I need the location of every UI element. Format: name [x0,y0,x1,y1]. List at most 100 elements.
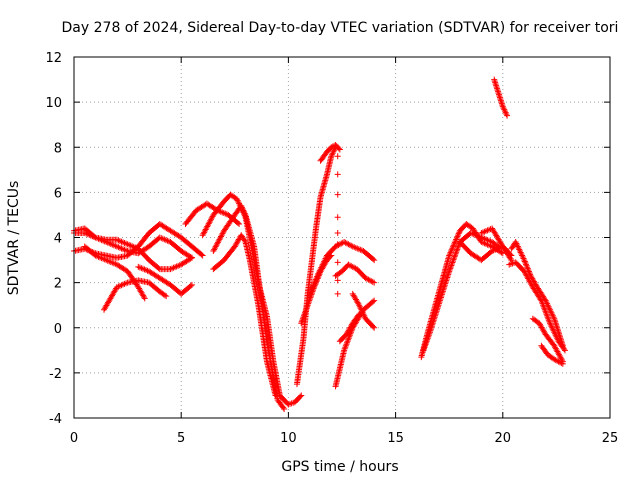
data-point [369,256,376,263]
data-point [522,261,529,268]
data-point [508,257,515,264]
series-arc-19 [334,153,341,297]
data-point [558,360,565,367]
data-point [334,191,341,198]
data-point [281,405,288,412]
data-point [163,293,170,300]
data-point [454,246,461,253]
series-arc-28 [538,342,566,367]
data-point [507,255,514,262]
y-tick-label: -4 [49,412,62,427]
y-tick-label: 10 [45,96,62,111]
y-tick-label: -2 [49,367,62,382]
data-point [334,214,341,221]
data-point [297,393,304,400]
data-point [446,251,453,258]
data-point [198,251,205,258]
data-point [452,252,459,259]
data-point [449,259,456,266]
data-point [369,298,376,305]
data-point [334,241,341,248]
chart-title: Day 278 of 2024, Sidereal Day-to-day VTE… [62,20,619,36]
data-point [199,252,206,259]
axis-ticks: 0 5 10 15 20 25 -4 -2 0 2 4 6 8 10 12 [45,51,618,446]
data-point [448,262,455,269]
data-point [141,295,148,302]
data-point [449,243,456,250]
data-point [455,230,462,237]
data-point [334,277,341,284]
series-arc-01 [71,225,195,261]
series-arc-12 [317,141,343,164]
series-arc-14 [306,239,378,297]
data-point [306,290,313,297]
data-point [334,229,341,236]
y-tick-label: 6 [54,186,62,201]
data-point [371,297,378,304]
data-point [524,265,531,272]
data-point [450,256,457,263]
data-point [451,239,458,246]
x-tick-label: 20 [495,431,512,446]
data-point [504,112,511,119]
data-point [241,237,248,244]
data-point [335,145,342,152]
data-point [451,240,458,247]
data-point [525,267,532,274]
y-tick-label: 12 [45,51,62,66]
data-point [370,323,377,330]
data-point [447,263,454,270]
data-point [446,268,453,275]
series-arc-05 [81,243,148,302]
data-point [455,232,462,239]
grid [74,57,610,418]
data-point [453,235,460,242]
data-point [450,242,457,249]
data-point [453,249,460,256]
data-point [369,278,376,285]
data-point [308,288,315,295]
data-point [155,265,162,272]
series-arc-23 [478,225,515,264]
x-tick-label: 15 [387,431,404,446]
data-point [451,255,458,262]
data-point [559,360,566,367]
series-arc-16 [332,297,378,390]
data-point [311,279,318,286]
data-point [140,294,147,301]
data-point [307,289,314,296]
data-point [310,282,317,289]
data-point [524,264,531,271]
data-point [188,254,195,261]
x-tick-label: 5 [177,431,185,446]
data-point [537,296,544,303]
data-point [312,277,319,284]
data-point [371,257,378,264]
series-arc-08 [199,191,305,408]
y-tick-label: 8 [54,141,62,156]
data-point [355,312,362,319]
data-point [187,282,194,289]
data-point [455,243,462,250]
data-point [348,242,355,249]
data-point [314,273,321,280]
data-point [188,281,195,288]
data-point [236,220,243,227]
data-point [498,249,505,256]
data-point [452,250,459,257]
series-arc-06 [135,263,195,297]
data-point [314,272,321,279]
data-point [334,290,341,297]
series-arc-03 [71,229,195,273]
data-point [521,257,528,264]
data-point [272,392,279,399]
data-point [234,219,241,226]
data-point [561,347,568,354]
data-point [298,392,305,399]
data-point [454,244,461,251]
series-arc-13 [298,252,335,327]
data-point [309,283,316,290]
data-point [447,265,454,272]
data-point [522,259,529,266]
